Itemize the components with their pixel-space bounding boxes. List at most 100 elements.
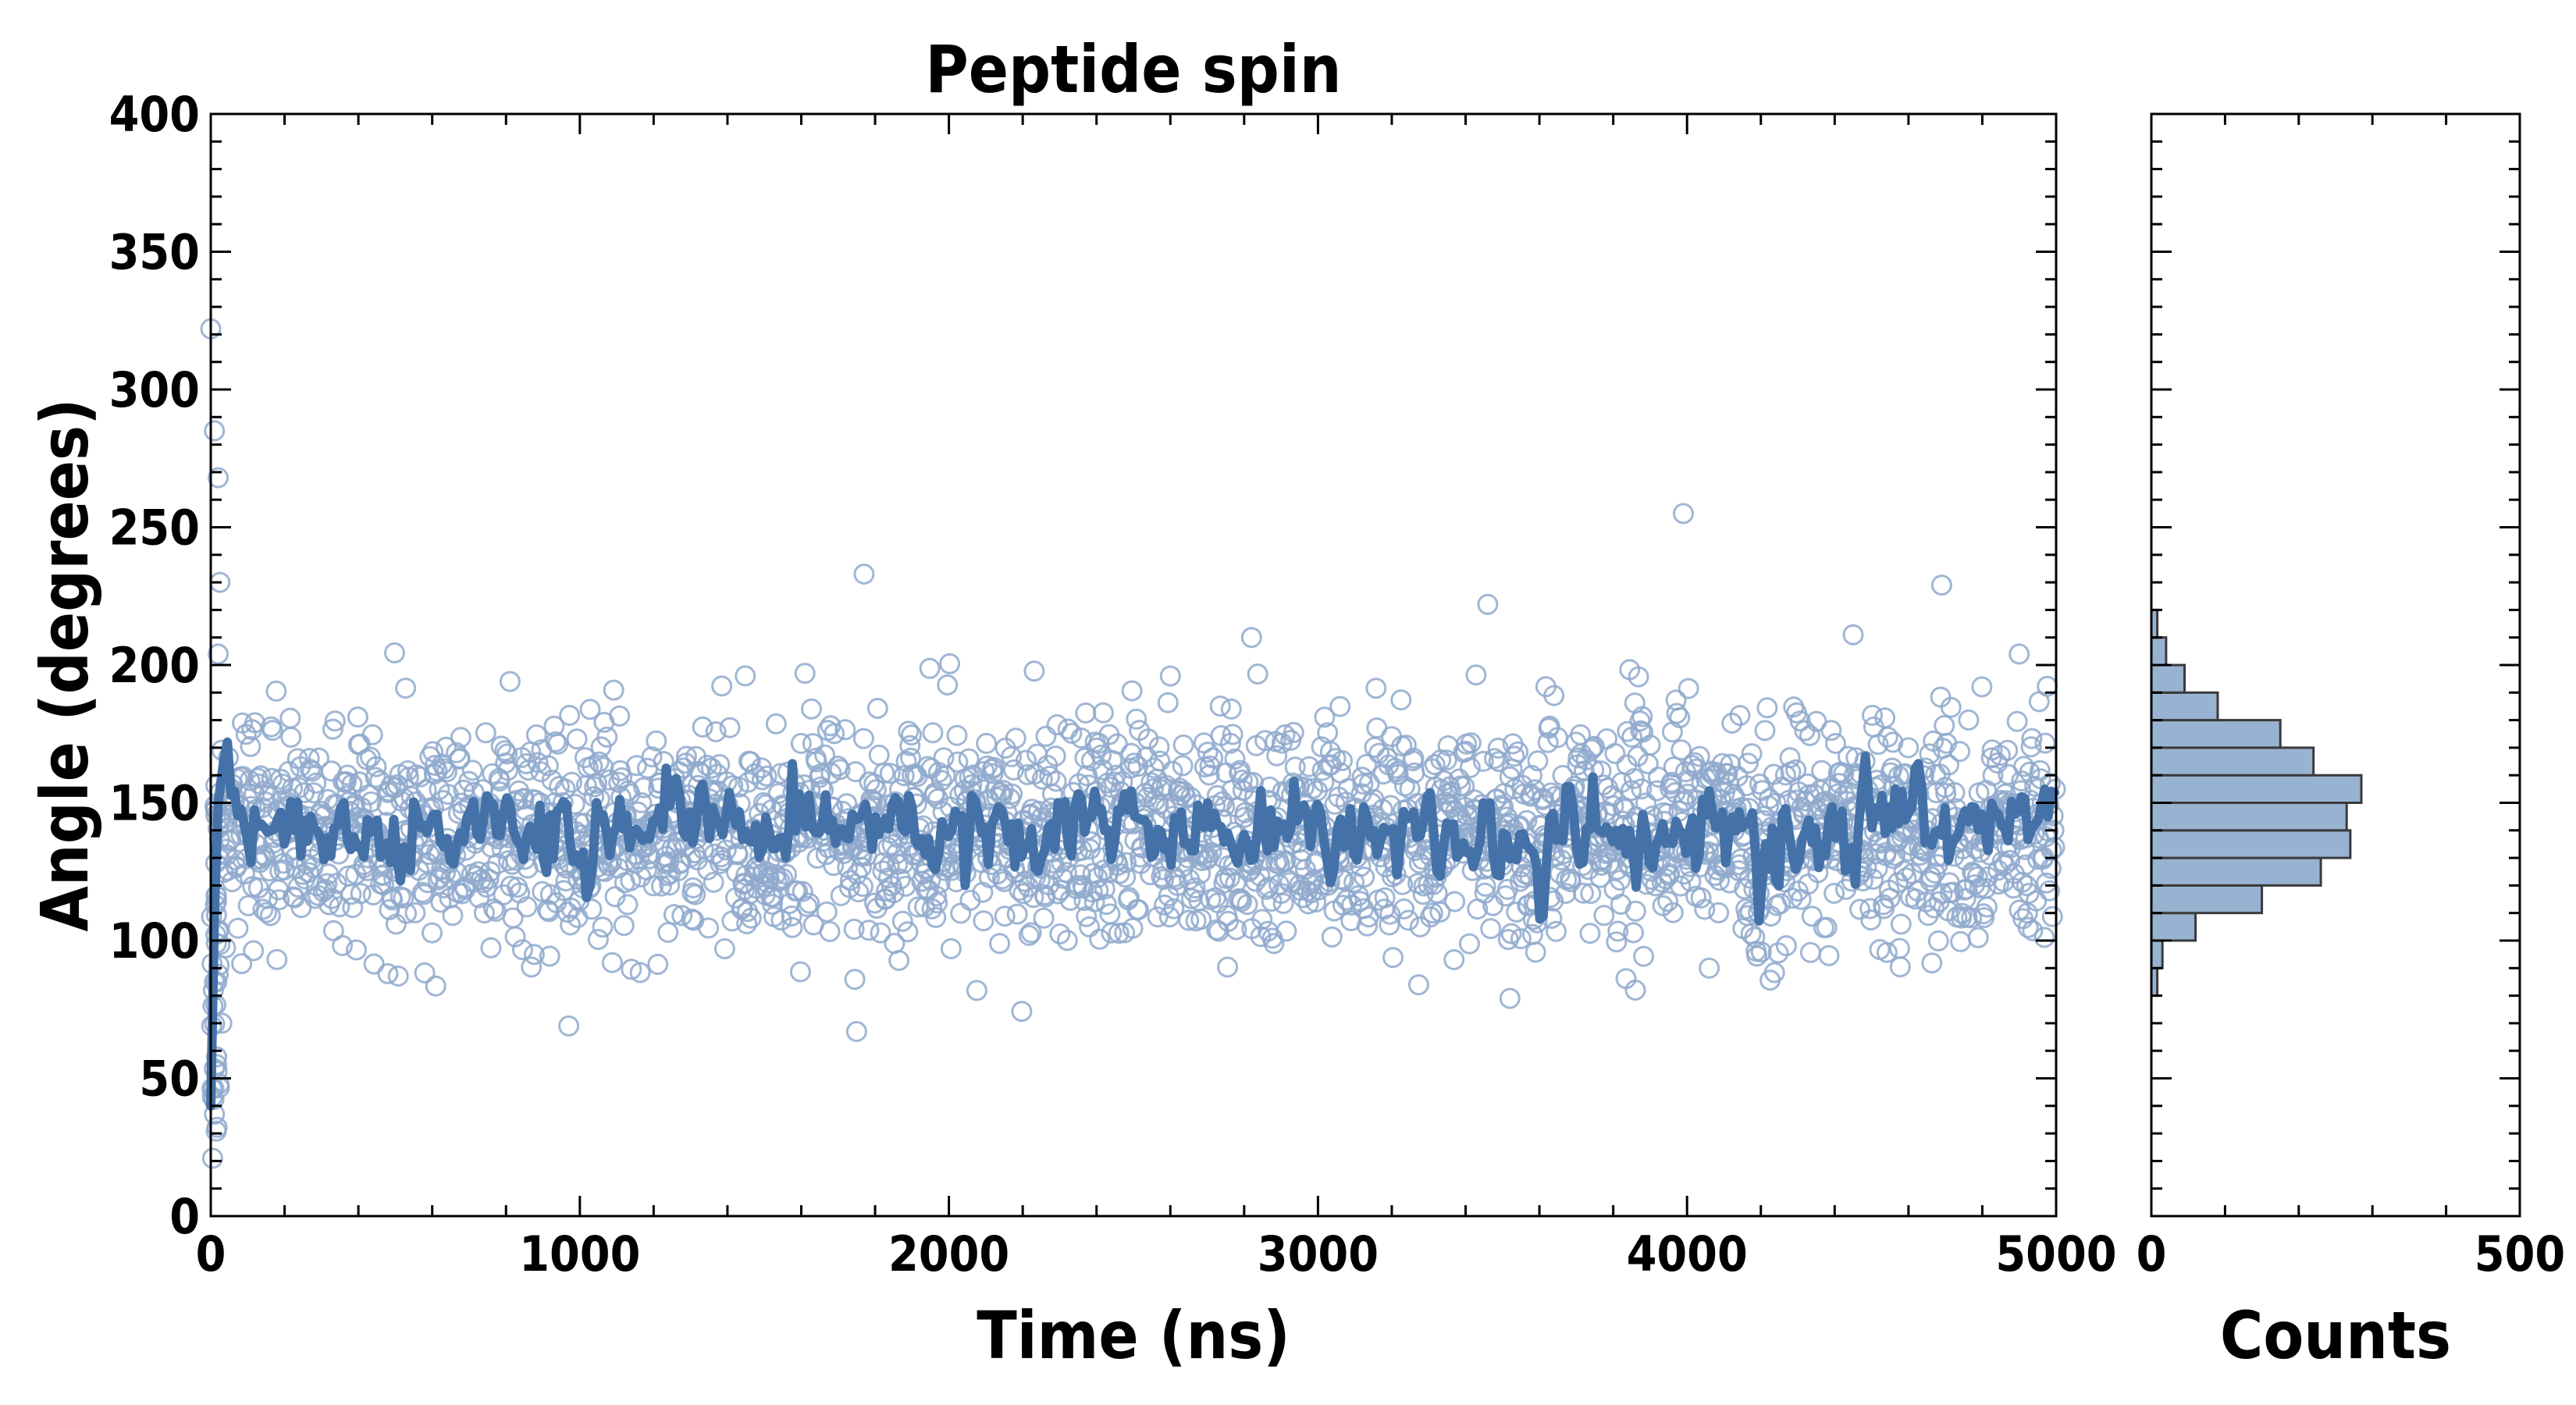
scatter-point [1006, 903, 1028, 925]
scatter-point [770, 909, 792, 931]
scatter-point [1393, 898, 1415, 919]
scatter-point [685, 884, 706, 905]
scatter-point [1940, 696, 1962, 718]
scatter-point [1877, 726, 1898, 748]
scatter-point [705, 721, 727, 742]
scatter-point [1392, 873, 1414, 895]
scatter-point [363, 953, 385, 975]
main-tick-labels: 0 1000 2000 3000 4000 5000 0 50 100 150 200 250 300 3… [109, 86, 2117, 1282]
scatter-point [1026, 743, 1048, 765]
scatter-point [1631, 778, 1653, 800]
scatter-point [646, 730, 667, 752]
scatter-point [395, 678, 417, 699]
scatter-point [794, 663, 816, 685]
scatter-point [1149, 750, 1171, 772]
scatter-point [480, 937, 502, 959]
scatter-point [1652, 895, 1674, 916]
scatter-point [1628, 666, 1649, 688]
scatter-point [976, 732, 998, 754]
scatter-point [1217, 956, 1239, 978]
scatter-point [1444, 891, 1466, 912]
scatter-point [611, 767, 632, 788]
scatter-point [1089, 928, 1111, 950]
scatter-point [1971, 676, 1993, 698]
scatter-point [870, 922, 891, 944]
scatter-point [1178, 909, 1200, 931]
scatter-point [259, 905, 281, 927]
scatter-point [692, 716, 713, 738]
scatter-point [566, 728, 588, 750]
scatter-point [1016, 764, 1038, 785]
x-axis-label: Time (ns) [977, 1297, 1290, 1374]
scatter-point [1403, 747, 1425, 769]
scatter-point [1453, 776, 1475, 797]
scatter-point [698, 917, 720, 939]
scatter-point [450, 727, 471, 749]
scatter-point [1882, 731, 1904, 753]
scatter-point [1035, 725, 1057, 747]
scatter-point [265, 680, 287, 702]
scatter-point [329, 896, 350, 918]
scatter-point [603, 679, 624, 701]
scatter-point [2020, 736, 2042, 758]
scatter-point [1789, 710, 1811, 732]
scatter-point [1056, 930, 1078, 951]
scatter-point [819, 920, 841, 942]
scatter-point [1927, 930, 1949, 951]
scatter-point [1623, 922, 1644, 944]
scatter-point [1274, 724, 1296, 745]
scatter-point [1606, 931, 1628, 953]
scatter-point [340, 884, 362, 905]
scatter-point [475, 877, 497, 898]
scatter-point [642, 875, 664, 897]
scatter-point [1137, 728, 1159, 750]
scatter-point [1950, 930, 1972, 952]
scatter-point [434, 758, 455, 780]
scatter-point [739, 751, 761, 773]
scatter-point [1387, 763, 1409, 785]
scatter-point [897, 921, 919, 943]
scatter-point [1958, 709, 1980, 731]
scatter-point [900, 747, 922, 769]
scatter-point [772, 868, 794, 889]
scatter-point [1721, 713, 1743, 734]
scatter-point [1572, 882, 1594, 904]
scatter-point [1121, 680, 1143, 702]
scatter-point [1263, 933, 1285, 955]
scatter-point [1092, 702, 1114, 724]
scatter-point [266, 948, 288, 970]
scatter-point [525, 724, 547, 745]
scatter-point [609, 705, 631, 727]
scatter-point [776, 863, 797, 885]
scatter-point [303, 782, 325, 804]
scatter-point [1184, 877, 1206, 899]
histogram-bar [2150, 774, 2363, 805]
running-average-line [206, 737, 2060, 1111]
scatter-point [816, 901, 838, 923]
scatter-point [1337, 777, 1359, 799]
scatter-point [927, 892, 948, 914]
scatter-point [206, 1116, 228, 1138]
scatter-point [891, 910, 913, 932]
scatter-point [1142, 778, 1164, 800]
scatter-point [1095, 894, 1117, 916]
histogram-bar [2150, 719, 2282, 749]
scatter-point [740, 907, 762, 929]
scatter-point [537, 755, 559, 777]
scatter-point [1756, 697, 1778, 719]
scatter-point [1005, 727, 1026, 749]
scatter-point [252, 898, 274, 920]
scatter-point [1226, 919, 1247, 941]
scatter-point [1750, 941, 1772, 963]
scatter-point [581, 898, 603, 920]
scatter-point [1357, 915, 1378, 937]
scatter-point [1919, 743, 1941, 765]
scatter-point [1797, 773, 1819, 795]
scatter-point [1126, 708, 1147, 730]
scatter-point [1244, 870, 1266, 892]
scatter-point [769, 870, 791, 892]
scatter-point [1606, 859, 1628, 880]
scatter-point [1356, 753, 1378, 775]
scatter-point [1080, 831, 1101, 852]
